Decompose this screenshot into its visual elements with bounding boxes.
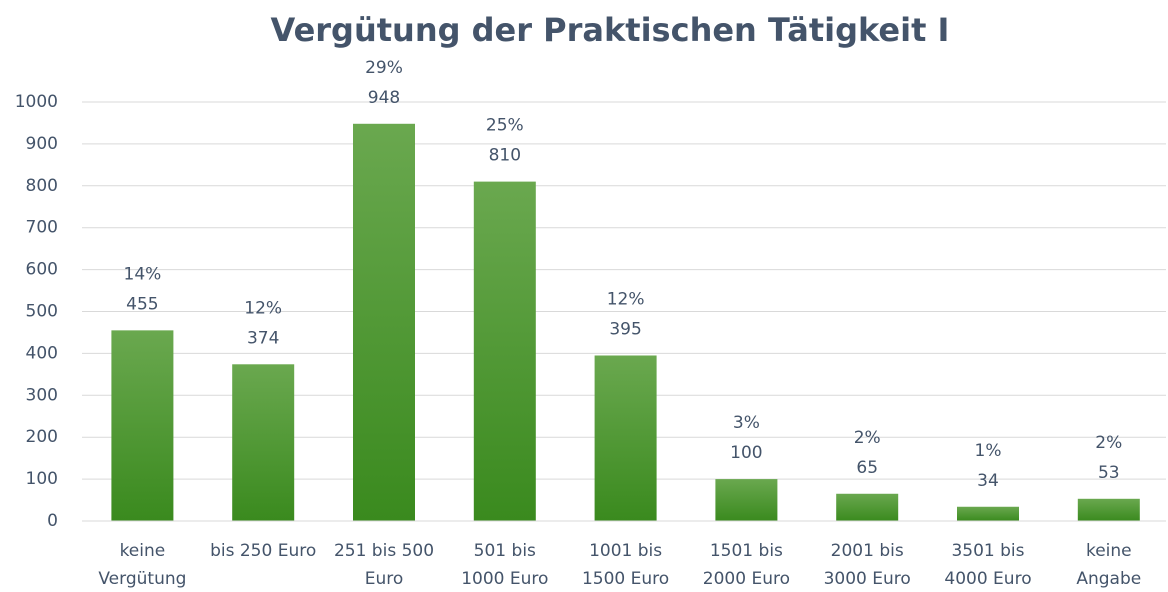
percent-label: 3% — [733, 413, 760, 433]
bar — [111, 330, 174, 521]
percent-label: 14% — [124, 264, 162, 284]
percent-label: 12% — [607, 289, 645, 309]
y-tick-label: 900 — [26, 134, 58, 154]
percent-label: 2% — [1095, 433, 1122, 453]
x-tick-label: bis 250 Euro — [210, 541, 317, 561]
value-label: 65 — [856, 458, 878, 478]
y-tick-label: 0 — [47, 511, 58, 531]
value-label: 374 — [247, 328, 279, 348]
y-tick-label: 400 — [26, 343, 58, 363]
percent-label: 1% — [975, 441, 1002, 461]
x-tick-label: 1001 bis 1500 Euro — [581, 541, 670, 589]
bar — [594, 355, 657, 521]
y-tick-label: 600 — [26, 260, 58, 280]
x-tick-label: 2001 bis 3000 Euro — [823, 541, 911, 589]
percent-label: 29% — [365, 58, 403, 78]
value-label: 53 — [1098, 463, 1120, 483]
value-label: 810 — [489, 146, 521, 166]
percent-label: 25% — [486, 116, 524, 136]
bar — [232, 364, 295, 521]
x-tick-label: 1501 bis 2000 Euro — [702, 541, 790, 589]
x-tick-label: keine Vergütung — [98, 541, 187, 589]
percent-label: 12% — [244, 298, 282, 318]
x-tick-label: 251 bis 500 Euro — [333, 541, 435, 589]
value-label: 100 — [730, 443, 762, 463]
value-label: 34 — [977, 471, 999, 491]
y-tick-label: 700 — [26, 218, 58, 238]
x-tick-label: keine Angabe — [1076, 541, 1142, 589]
y-tick-label: 1000 — [15, 92, 58, 112]
bar — [957, 506, 1019, 521]
bar — [473, 181, 536, 522]
y-tick-label: 200 — [26, 427, 58, 447]
y-tick-label: 800 — [26, 176, 58, 196]
bar — [353, 123, 415, 522]
y-tick-label: 300 — [26, 385, 58, 405]
x-tick-label: 501 bis 1000 Euro — [461, 541, 549, 589]
value-label: 455 — [126, 294, 158, 314]
value-label: 395 — [609, 319, 641, 339]
y-tick-label: 100 — [26, 469, 58, 489]
bar — [1077, 498, 1140, 521]
bar — [715, 479, 778, 521]
x-tick-label: 3501 bis 4000 Euro — [944, 541, 1032, 589]
chart-title: Vergütung der Praktischen Tätigkeit I — [271, 11, 950, 49]
y-tick-label: 500 — [26, 302, 58, 322]
bar — [836, 493, 899, 521]
percent-label: 2% — [854, 428, 881, 448]
value-label: 948 — [368, 88, 400, 108]
